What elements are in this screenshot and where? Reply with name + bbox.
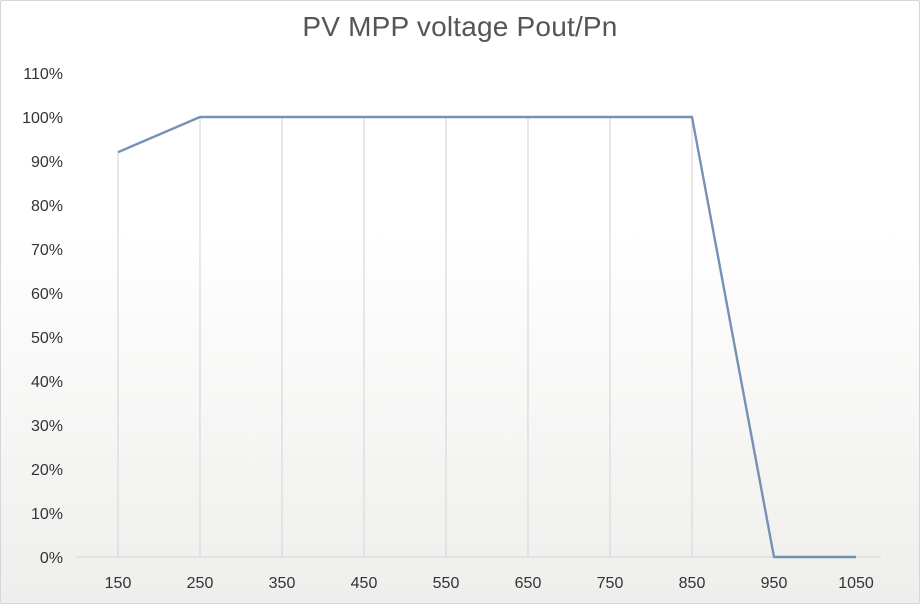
- y-tick-label: 90%: [31, 154, 63, 171]
- x-tick-label: 250: [187, 575, 214, 592]
- y-tick-label: 100%: [22, 110, 63, 127]
- y-tick-label: 40%: [31, 374, 63, 391]
- x-tick-labels: 150 250 350 450 550 650 750 850 950 1050: [105, 575, 874, 592]
- y-tick-label: 30%: [31, 418, 63, 435]
- y-tick-label: 110%: [23, 66, 63, 83]
- series-line: [117, 115, 856, 559]
- x-tick-label: 650: [515, 575, 542, 592]
- x-tick-label: 450: [351, 575, 378, 592]
- y-tick-labels: 0% 10% 20% 30% 40% 50% 60% 70% 80% 90% 100% 110%: [22, 66, 63, 567]
- x-tick-label: 1050: [838, 575, 874, 592]
- y-tick-label: 10%: [31, 506, 63, 523]
- y-tick-label: 50%: [31, 330, 63, 347]
- grid-layer: [117, 117, 693, 557]
- x-tick-label: 950: [761, 575, 788, 592]
- x-tick-label: 750: [597, 575, 624, 592]
- x-tick-label: 850: [679, 575, 706, 592]
- y-tick-label: 80%: [31, 198, 63, 215]
- y-tick-label: 60%: [31, 286, 63, 303]
- chart-title: PV MPP voltage Pout/Pn: [302, 11, 618, 42]
- x-tick-label: 550: [433, 575, 460, 592]
- y-tick-label: 20%: [31, 462, 63, 479]
- y-tick-label: 0%: [40, 550, 63, 567]
- series-layer: [117, 115, 856, 559]
- x-tick-label: 350: [269, 575, 296, 592]
- y-tick-label: 70%: [31, 242, 63, 259]
- x-tick-label: 150: [105, 575, 132, 592]
